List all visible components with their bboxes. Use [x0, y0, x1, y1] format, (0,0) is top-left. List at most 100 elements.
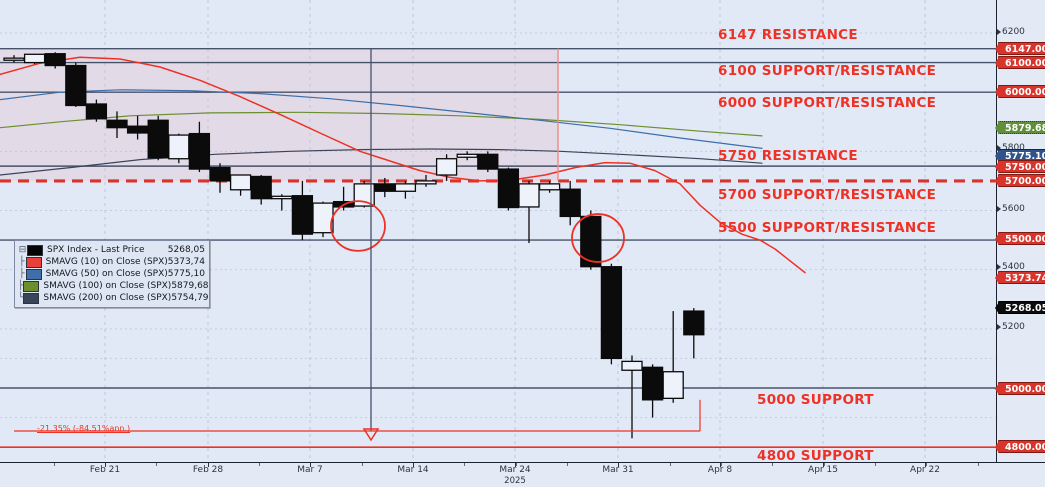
candlestick — [641, 364, 664, 418]
legend-row[interactable]: ├ SMAVG (100) on Close (SPX) 5879,68 — [18, 280, 209, 292]
tree-branch-icon: ├ — [18, 281, 24, 291]
date-tick-label: Mar 7 — [297, 465, 323, 475]
price-tag[interactable]: 5000.00 — [994, 382, 1045, 395]
price-tag[interactable]: 5268.05 — [994, 301, 1045, 314]
date-tick-label: Mar 14 — [397, 465, 429, 475]
price-tag[interactable]: 5750.00 — [994, 160, 1045, 173]
circle-annotation — [330, 200, 386, 252]
date-tick-label: Apr 8 — [707, 465, 733, 475]
price-tag[interactable]: 4800.00 — [994, 440, 1045, 453]
tree-branch-icon: ├ — [19, 257, 25, 267]
legend-label: SMAVG (10) on Close (SPX) — [45, 257, 168, 267]
date-minor-tick — [567, 463, 568, 466]
date-minor-tick — [824, 463, 825, 466]
price-tag[interactable]: 6000.00 — [994, 85, 1045, 98]
legend-label: SMAVG (100) on Close (SPX) — [43, 281, 172, 291]
price-tick: 5800 — [997, 143, 1025, 153]
price-tag[interactable]: 6147.00 — [994, 42, 1045, 55]
candlestick — [435, 154, 458, 181]
price-tick: 6200 — [997, 27, 1025, 37]
candlestick — [209, 163, 231, 193]
candlestick — [538, 180, 561, 193]
legend-row[interactable]: └ SMAVG (200) on Close (SPX) 5754,79 — [18, 292, 209, 304]
date-minor-tick — [54, 463, 55, 466]
date-minor-tick — [156, 463, 157, 466]
date-minor-tick — [208, 463, 209, 466]
candlestick — [477, 151, 499, 173]
date-tick-label: Feb 21 — [89, 465, 121, 475]
date-tick-mark — [720, 463, 721, 467]
annotation-5500: 5500 SUPPORT/RESISTANCE — [718, 220, 937, 236]
candlestick — [168, 133, 190, 164]
price-tag[interactable]: 5373.74 — [994, 271, 1045, 284]
candlestick — [106, 111, 128, 139]
date-tick-label: Apr 15 — [808, 465, 838, 475]
date-axis[interactable]: 2025 Feb 21 Feb 28 Mar 7 Mar 14 Mar 24 Mar 31… — [0, 462, 1045, 487]
date-minor-tick — [926, 463, 927, 466]
candlestick — [559, 180, 581, 226]
date-minor-tick — [721, 463, 722, 466]
candlestick — [332, 186, 355, 211]
legend-row[interactable]: ⊟ SPX Index - Last Price 5268,05 — [18, 244, 205, 256]
date-tick-label: Feb 28 — [192, 465, 224, 475]
candlestick — [147, 115, 169, 161]
candlestick — [518, 180, 540, 244]
legend-swatch — [25, 268, 42, 280]
date-minor-tick — [618, 463, 619, 466]
price-tag[interactable]: 5700.00 — [994, 174, 1045, 187]
legend-value: 5268,05 — [167, 245, 205, 255]
tree-branch-icon: ├ — [19, 269, 25, 279]
candlestick — [621, 355, 643, 439]
date-minor-tick — [516, 463, 517, 466]
legend-label: SPX Index - Last Price — [47, 245, 145, 255]
candlestick — [188, 121, 211, 173]
candlestick — [65, 62, 87, 107]
legend-swatch — [27, 244, 43, 256]
legend-row[interactable]: ├ SMAVG (10) on Close (SPX) 5373,74 — [18, 256, 205, 268]
year-label: 2025 — [504, 476, 526, 486]
legend-value: 5775,10 — [167, 269, 205, 279]
annotation-6000: 6000 SUPPORT/RESISTANCE — [718, 95, 937, 111]
candlestick — [600, 263, 623, 365]
date-minor-tick — [875, 463, 876, 466]
candlestick — [394, 180, 417, 199]
price-axis[interactable]: 6200 5800 5600 5400 5200 6147.00 6100.00 6000.0… — [994, 0, 1045, 462]
date-tick-mark — [515, 463, 516, 467]
date-minor-tick — [413, 463, 414, 466]
legend-swatch — [23, 292, 40, 304]
measure-arrow-icon — [362, 428, 380, 442]
date-tick-mark — [925, 463, 926, 467]
plot-canvas — [0, 0, 996, 462]
date-tick-label: Mar 31 — [602, 465, 634, 475]
date-tick-label: Mar 24 — [499, 465, 531, 475]
price-tag[interactable]: 5500.00 — [994, 232, 1045, 245]
candlestick — [23, 53, 46, 65]
circle-annotation — [571, 213, 625, 263]
plot-area[interactable] — [0, 0, 996, 462]
candlestick — [312, 201, 334, 238]
tree-collapse-icon[interactable]: ⊟ — [18, 245, 27, 255]
legend-swatch — [25, 256, 42, 268]
legend-value: 5373,74 — [167, 257, 205, 267]
candlestick — [44, 52, 66, 69]
chart-legend[interactable]: ⊟ SPX Index - Last Price 5268,05 ├ SMAVG… — [14, 240, 210, 308]
tree-end-icon: └ — [18, 293, 24, 303]
date-minor-tick — [310, 463, 311, 466]
candlestick — [250, 175, 272, 205]
date-tick-label: Apr 22 — [910, 465, 940, 475]
date-minor-tick — [362, 463, 363, 466]
annotation-6147: 6147 RESISTANCE — [718, 27, 858, 43]
annotation-4800: 4800 SUPPORT — [757, 448, 874, 464]
candlestick — [291, 180, 314, 241]
legend-label: SMAVG (50) on Close (SPX) — [45, 269, 168, 279]
price-tag[interactable]: 5879.68 — [994, 121, 1045, 134]
candlestick — [580, 210, 602, 270]
price-tag[interactable]: 6100.00 — [994, 56, 1045, 69]
candlestick — [271, 194, 293, 211]
price-tag[interactable]: 5775.10 — [994, 149, 1045, 162]
candlestick — [497, 167, 520, 211]
legend-row[interactable]: ├ SMAVG (50) on Close (SPX) 5775,10 — [18, 268, 205, 280]
date-minor-tick — [259, 463, 260, 466]
candlestick — [415, 175, 437, 187]
